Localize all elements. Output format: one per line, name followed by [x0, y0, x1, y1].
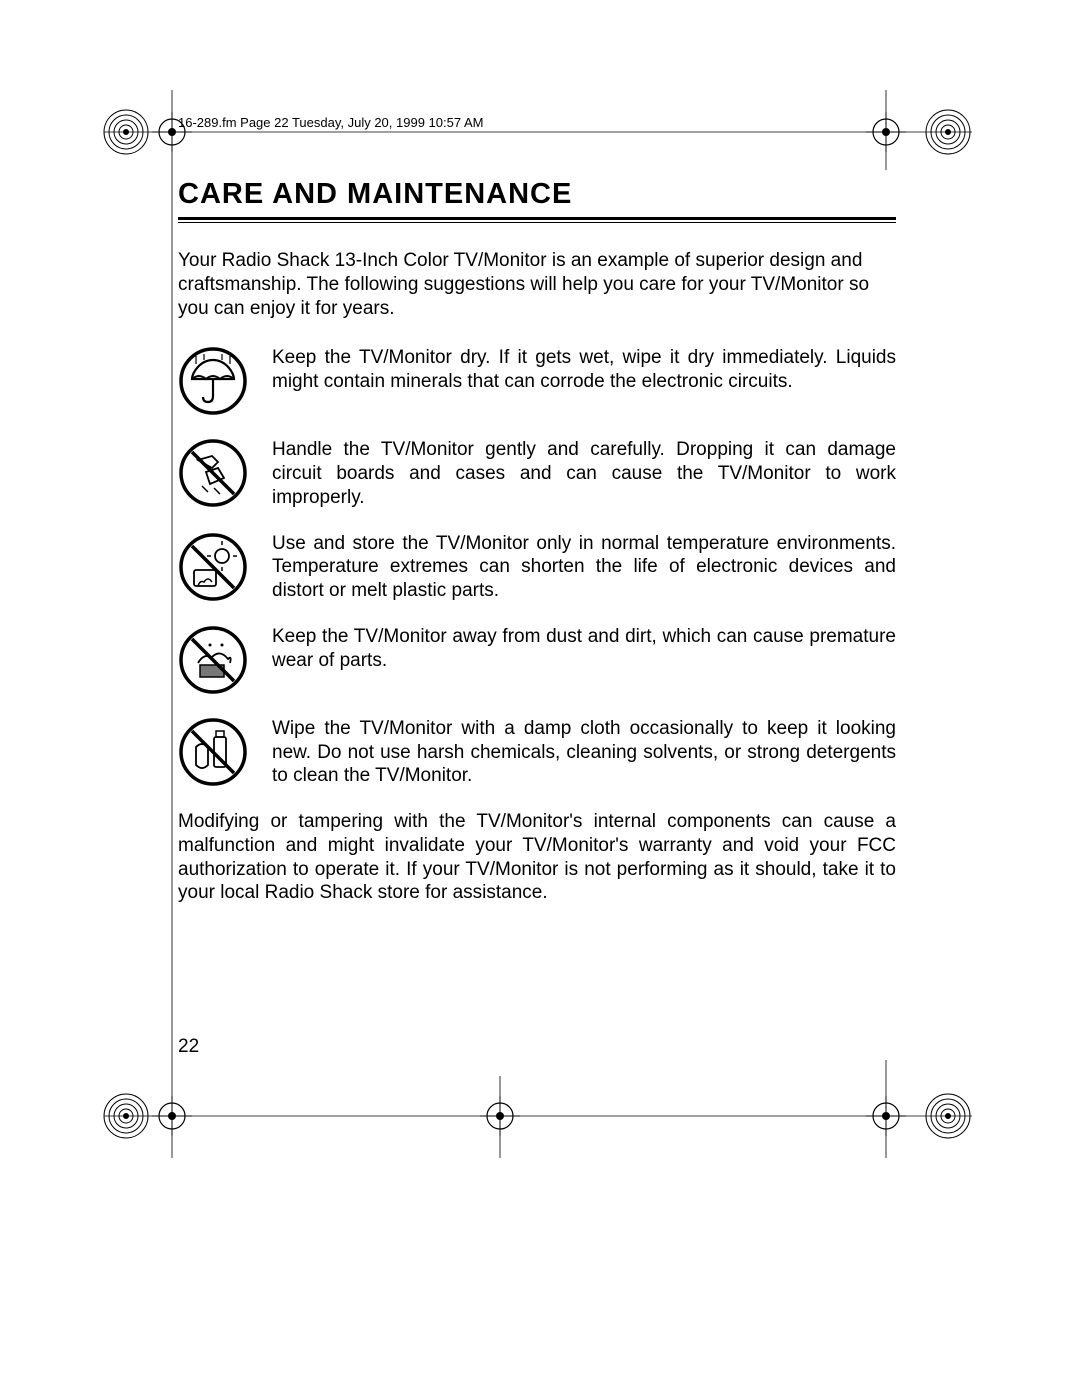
care-text-temp: Use and store the TV/Monitor only in nor…: [272, 532, 896, 603]
crosshair-bl: [152, 1096, 192, 1136]
crosshair-br: [866, 1096, 906, 1136]
care-text-dust: Keep the TV/Monitor away from dust and d…: [272, 625, 896, 673]
chem-prohibit-icon: [178, 717, 248, 787]
umbrella-icon: [178, 346, 248, 416]
dust-prohibit-icon: [178, 625, 248, 695]
care-item-handle: Handle the TV/Monitor gently and careful…: [178, 438, 896, 509]
regmark-spiral-tl: [104, 110, 148, 154]
care-item-dry: Keep the TV/Monitor dry. If it gets wet,…: [178, 346, 896, 416]
care-text-dry: Keep the TV/Monitor dry. If it gets wet,…: [272, 346, 896, 394]
care-item-clean: Wipe the TV/Monitor with a damp cloth oc…: [178, 717, 896, 788]
title-rule: [178, 217, 896, 223]
header-meta: 16-289.fm Page 22 Tuesday, July 20, 1999…: [178, 115, 896, 130]
care-item-dust: Keep the TV/Monitor away from dust and d…: [178, 625, 896, 695]
care-item-temp: Use and store the TV/Monitor only in nor…: [178, 532, 896, 603]
intro-paragraph: Your Radio Shack 13-Inch Color TV/Monito…: [178, 249, 896, 320]
drop-prohibit-icon: [178, 438, 248, 508]
page-title: CARE AND MAINTENANCE: [178, 178, 896, 211]
page-number: 22: [178, 1036, 199, 1058]
outro-paragraph: Modifying or tampering with the TV/Monit…: [178, 810, 896, 905]
regmark-spiral-br: [926, 1094, 970, 1138]
regmark-spiral-tr: [926, 110, 970, 154]
care-text-handle: Handle the TV/Monitor gently and careful…: [272, 438, 896, 509]
page-content: 16-289.fm Page 22 Tuesday, July 20, 1999…: [178, 115, 896, 905]
temp-prohibit-icon: [178, 532, 248, 602]
regmark-spiral-bl: [104, 1094, 148, 1138]
care-text-clean: Wipe the TV/Monitor with a damp cloth oc…: [272, 717, 896, 788]
crosshair-bm: [480, 1096, 520, 1136]
